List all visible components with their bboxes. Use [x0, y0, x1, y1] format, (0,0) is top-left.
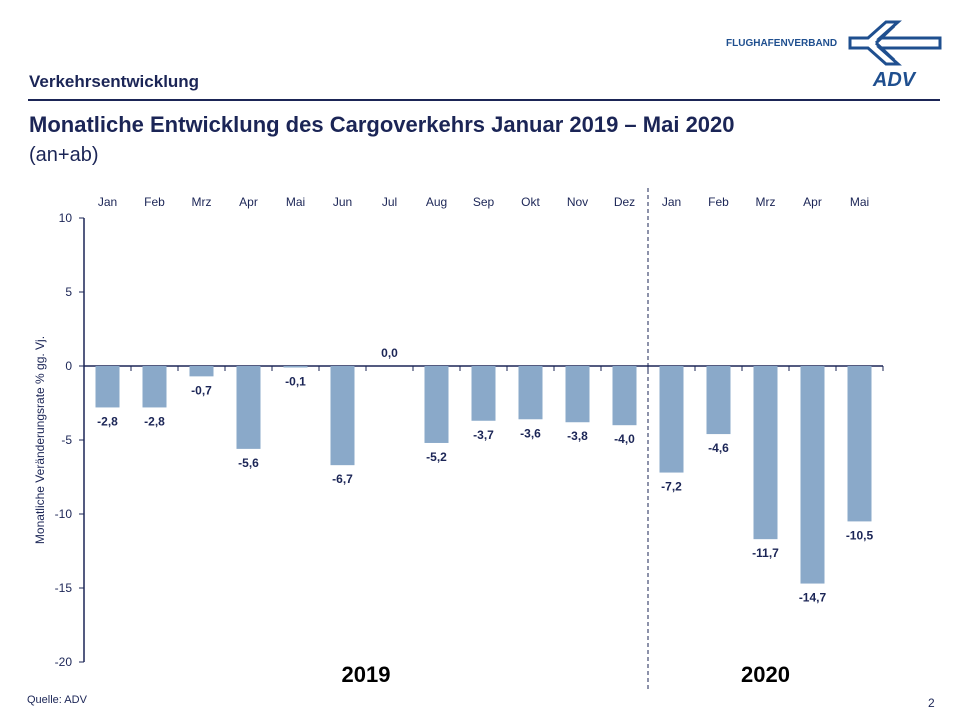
- category-label: Aug: [426, 195, 447, 209]
- data-label: -3,6: [520, 426, 541, 440]
- bar: [189, 366, 214, 377]
- bar: [283, 366, 308, 368]
- bar: [753, 366, 778, 540]
- header-divider: [28, 99, 940, 101]
- category-label: Jul: [382, 195, 397, 209]
- bar: [142, 366, 167, 408]
- category-label: Mrz: [756, 195, 776, 209]
- category-label: Dez: [614, 195, 635, 209]
- data-label: -2,8: [144, 414, 165, 428]
- data-label: -10,5: [846, 528, 874, 542]
- category-label: Sep: [473, 195, 495, 209]
- y-tick-label: -20: [55, 655, 73, 669]
- category-label: Mai: [286, 195, 305, 209]
- y-tick-label: -10: [55, 507, 73, 521]
- bar: [471, 366, 496, 421]
- y-axis-label: Monatliche Veränderungsrate % gg. Vj.: [33, 336, 47, 544]
- data-label: 0,0: [381, 346, 398, 360]
- category-label: Jun: [333, 195, 352, 209]
- y-tick-label: -5: [61, 433, 72, 447]
- page-number: 2: [928, 696, 935, 710]
- data-label: -0,7: [191, 383, 212, 397]
- section-heading: Verkehrsentwicklung: [29, 72, 200, 91]
- bar: [95, 366, 120, 408]
- data-label: -5,2: [426, 450, 447, 464]
- logo-text: FLUGHAFENVERBAND: [726, 38, 838, 49]
- bar: [659, 366, 684, 473]
- data-label: -14,7: [799, 591, 827, 605]
- bar: [612, 366, 637, 426]
- data-label: -6,7: [332, 472, 353, 486]
- category-label: Apr: [803, 195, 822, 209]
- svg-text:ADV: ADV: [872, 69, 917, 90]
- category-label: Jan: [98, 195, 117, 209]
- year-label: 2020: [741, 662, 790, 687]
- category-label: Nov: [567, 195, 588, 209]
- y-tick-label: 5: [65, 285, 72, 299]
- data-label: -5,6: [238, 456, 259, 470]
- page-title: Monatliche Entwicklung des Cargoverkehrs…: [29, 112, 735, 137]
- y-tick-label: 10: [59, 211, 73, 225]
- bar: [800, 366, 825, 584]
- category-label: Apr: [239, 195, 258, 209]
- category-label: Jan: [662, 195, 681, 209]
- data-label: -3,7: [473, 428, 494, 442]
- y-tick-label: 0: [65, 359, 72, 373]
- data-label: -4,0: [614, 432, 635, 446]
- adv-logo-icon: ADV: [848, 20, 942, 90]
- data-label: -2,8: [97, 414, 118, 428]
- category-label: Mrz: [192, 195, 212, 209]
- year-label: 2019: [342, 662, 391, 687]
- data-label: -7,2: [661, 480, 682, 494]
- page-subtitle: (an+ab): [29, 144, 99, 166]
- data-label: -11,7: [752, 546, 779, 560]
- source-note: Quelle: ADV: [27, 694, 87, 706]
- bar: [565, 366, 590, 423]
- bar: [330, 366, 355, 466]
- bar: [706, 366, 731, 435]
- bar: [847, 366, 872, 522]
- category-label: Okt: [521, 195, 540, 209]
- category-label: Feb: [708, 195, 729, 209]
- data-label: -4,6: [708, 441, 729, 455]
- bar: [424, 366, 449, 443]
- category-label: Feb: [144, 195, 165, 209]
- category-label: Mai: [850, 195, 869, 209]
- data-label: -3,8: [567, 429, 588, 443]
- bar: [518, 366, 543, 420]
- data-label: -0,1: [285, 374, 306, 388]
- bar: [236, 366, 261, 449]
- y-tick-label: -15: [55, 581, 73, 595]
